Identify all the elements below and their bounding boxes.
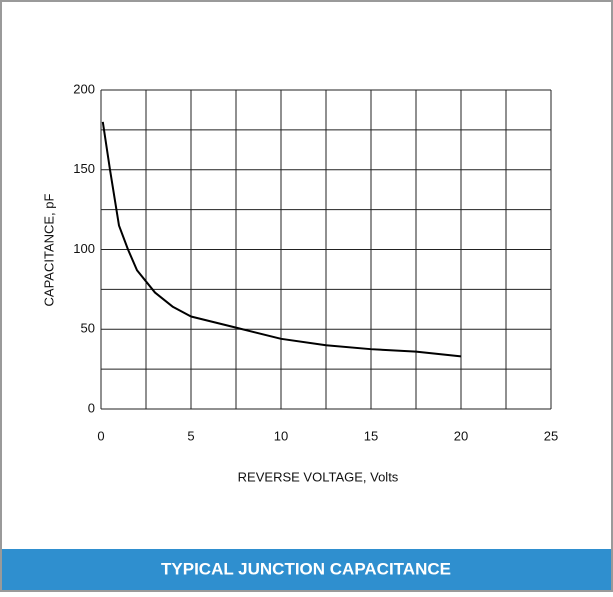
- x-tick-label: 20: [454, 428, 468, 443]
- x-tick-label: 10: [274, 428, 288, 443]
- line-series: [101, 121, 462, 358]
- x-tick-label: 5: [187, 428, 194, 443]
- caption: TYPICAL JUNCTION CAPACITANCE: [161, 559, 451, 578]
- y-axis-label: CAPACITANCE, pF: [41, 193, 56, 306]
- x-tick-label: 0: [97, 428, 104, 443]
- caption-banner: [2, 549, 611, 590]
- y-tick-label: 50: [81, 321, 95, 336]
- y-tick-label: 0: [88, 400, 95, 415]
- y-tick-label: 150: [73, 161, 95, 176]
- y-tick-label: 100: [73, 241, 95, 256]
- x-tick-label: 25: [544, 428, 558, 443]
- x-axis-label: REVERSE VOLTAGE, Volts: [238, 469, 399, 484]
- x-tick-label: 15: [364, 428, 378, 443]
- y-tick-label: 200: [73, 81, 95, 96]
